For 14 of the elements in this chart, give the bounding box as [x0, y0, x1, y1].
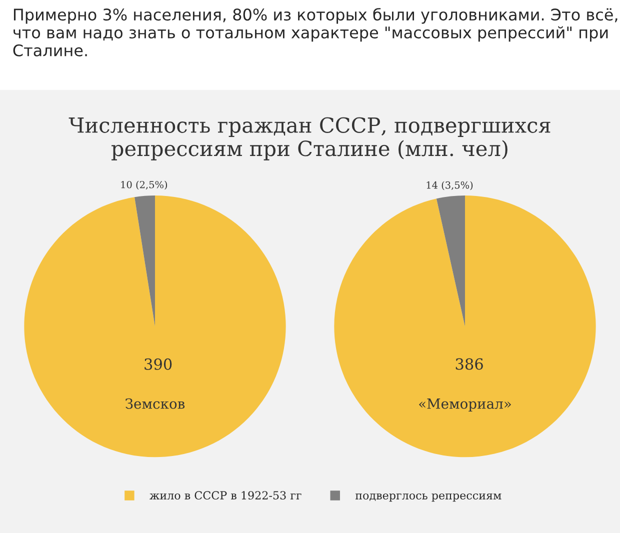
data-label: 14 (3,5%): [426, 181, 473, 190]
pie-slice: [134, 196, 155, 326]
pie-slice: [436, 196, 465, 326]
legend-label: подверглось репрессиям: [356, 493, 502, 502]
legend-label: жило в СССР в 1922-53 гг: [150, 491, 302, 500]
data-label: 10 (2,5%): [121, 180, 168, 190]
text: «Мемориал»: [419, 398, 511, 412]
pie-slice: [24, 196, 286, 458]
text: Примерно 3% населения, 80% из которых были уголовниками. Это всё, что вам надо знать о тотальном характере "массовых репрессий" при Сталине.: [13, 8, 618, 56]
pie-slice: [334, 196, 596, 458]
data-label: 390: [144, 358, 172, 370]
text: Земсков: [126, 398, 185, 409]
data-label: 386: [456, 358, 483, 370]
chart-title: Численность граждан СССР, подвергшихся репрессиям при Сталине (млн. чел): [68, 117, 550, 160]
